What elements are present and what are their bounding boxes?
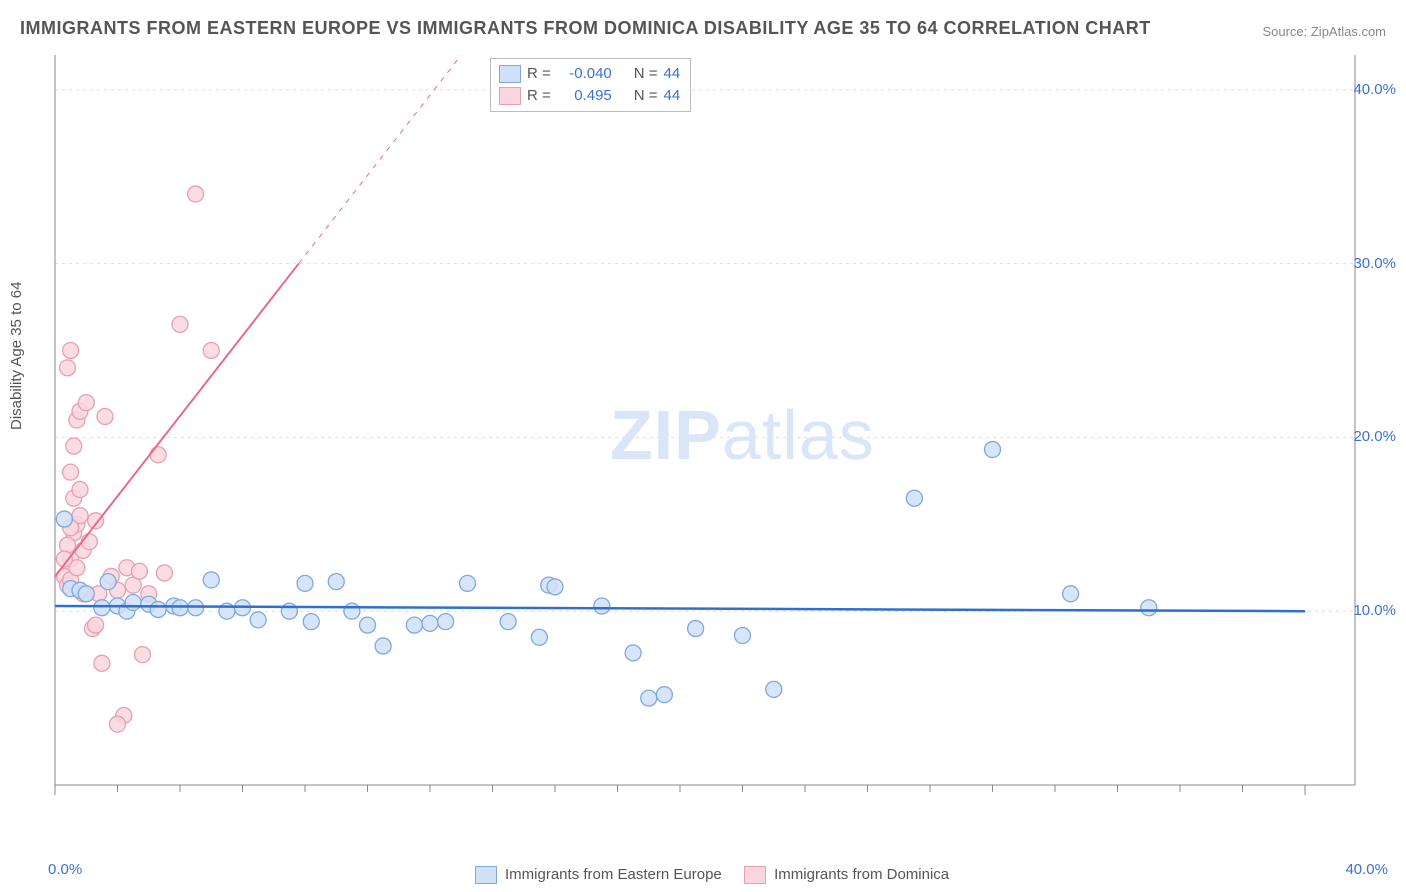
legend-n-label-1: N = xyxy=(634,85,658,107)
bottom-label-1: Immigrants from Dominica xyxy=(774,866,949,883)
y-tick-3: 40.0% xyxy=(1353,81,1396,98)
x-tick-1: 40.0% xyxy=(1345,861,1388,878)
bottom-label-0: Immigrants from Eastern Europe xyxy=(505,866,722,883)
bottom-swatch-1 xyxy=(744,866,766,884)
x-tick-0: 0.0% xyxy=(48,861,82,878)
legend-n-val-1: 44 xyxy=(664,85,681,107)
y-tick-0: 10.0% xyxy=(1353,602,1396,619)
legend-n-val-0: 44 xyxy=(664,63,681,85)
chart-area: ZIPatlas R = -0.040 N = 44 R = 0.495 N =… xyxy=(50,55,1360,815)
legend-r-val-0: -0.040 xyxy=(557,63,612,85)
legend-swatch-1 xyxy=(499,87,521,105)
legend-r-label-0: R = xyxy=(527,63,551,85)
y-tick-1: 20.0% xyxy=(1353,428,1396,445)
y-axis-label: Disability Age 35 to 64 xyxy=(8,282,25,430)
y-tick-2: 30.0% xyxy=(1353,255,1396,272)
source-label: Source: ZipAtlas.com xyxy=(1262,24,1386,39)
legend-n-label-0: N = xyxy=(634,63,658,85)
bottom-legend: Immigrants from Eastern Europe Immigrant… xyxy=(0,866,1406,884)
chart-svg xyxy=(50,55,1360,815)
top-legend: R = -0.040 N = 44 R = 0.495 N = 44 xyxy=(490,58,691,112)
legend-r-val-1: 0.495 xyxy=(557,85,612,107)
legend-row-1: R = 0.495 N = 44 xyxy=(499,85,680,107)
legend-row-0: R = -0.040 N = 44 xyxy=(499,63,680,85)
bottom-swatch-0 xyxy=(475,866,497,884)
legend-swatch-0 xyxy=(499,65,521,83)
legend-r-label-1: R = xyxy=(527,85,551,107)
chart-title: IMMIGRANTS FROM EASTERN EUROPE VS IMMIGR… xyxy=(20,18,1151,39)
